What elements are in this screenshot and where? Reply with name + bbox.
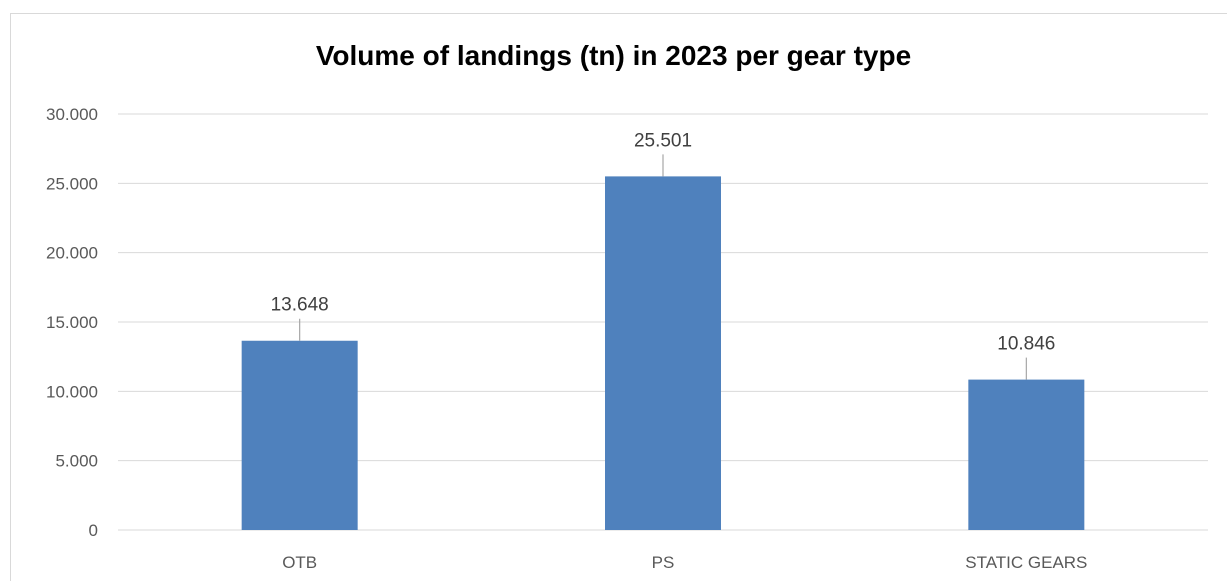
y-tick-label: 20.000 <box>46 244 98 263</box>
bar-static-gears <box>968 379 1085 530</box>
x-tick-label: STATIC GEARS <box>965 553 1087 572</box>
x-axis-labels: OTB PS STATIC GEARS <box>282 553 1087 572</box>
chart-title: Volume of landings (tn) in 2023 per gear… <box>315 40 912 71</box>
bar-otb <box>241 340 358 530</box>
data-label: 13.648 <box>271 295 329 316</box>
bars: 13.648 25.501 10.846 <box>241 130 1085 530</box>
y-axis-ticks: 0 5.000 10.000 15.000 20.000 25.000 30.000 <box>46 105 98 540</box>
y-tick-label: 15.000 <box>46 313 98 332</box>
y-tick-label: 0 <box>89 521 98 540</box>
data-label: 10.846 <box>997 334 1055 355</box>
bar-ps <box>605 176 721 530</box>
y-tick-label: 25.000 <box>46 174 98 193</box>
y-tick-label: 10.000 <box>46 382 98 401</box>
y-tick-label: 30.000 <box>46 105 98 124</box>
x-tick-label: OTB <box>282 553 317 572</box>
x-tick-label: PS <box>652 553 675 572</box>
y-tick-label: 5.000 <box>55 452 98 471</box>
data-label: 25.501 <box>634 130 692 151</box>
